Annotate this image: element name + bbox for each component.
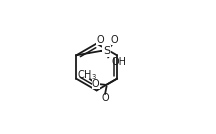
Text: S: S [103,46,110,56]
Text: O: O [92,79,100,89]
Text: CH$_3$: CH$_3$ [77,68,97,82]
Text: O: O [97,35,104,45]
Text: O: O [101,93,109,103]
Text: O: O [111,35,119,45]
Text: OH: OH [112,57,127,67]
